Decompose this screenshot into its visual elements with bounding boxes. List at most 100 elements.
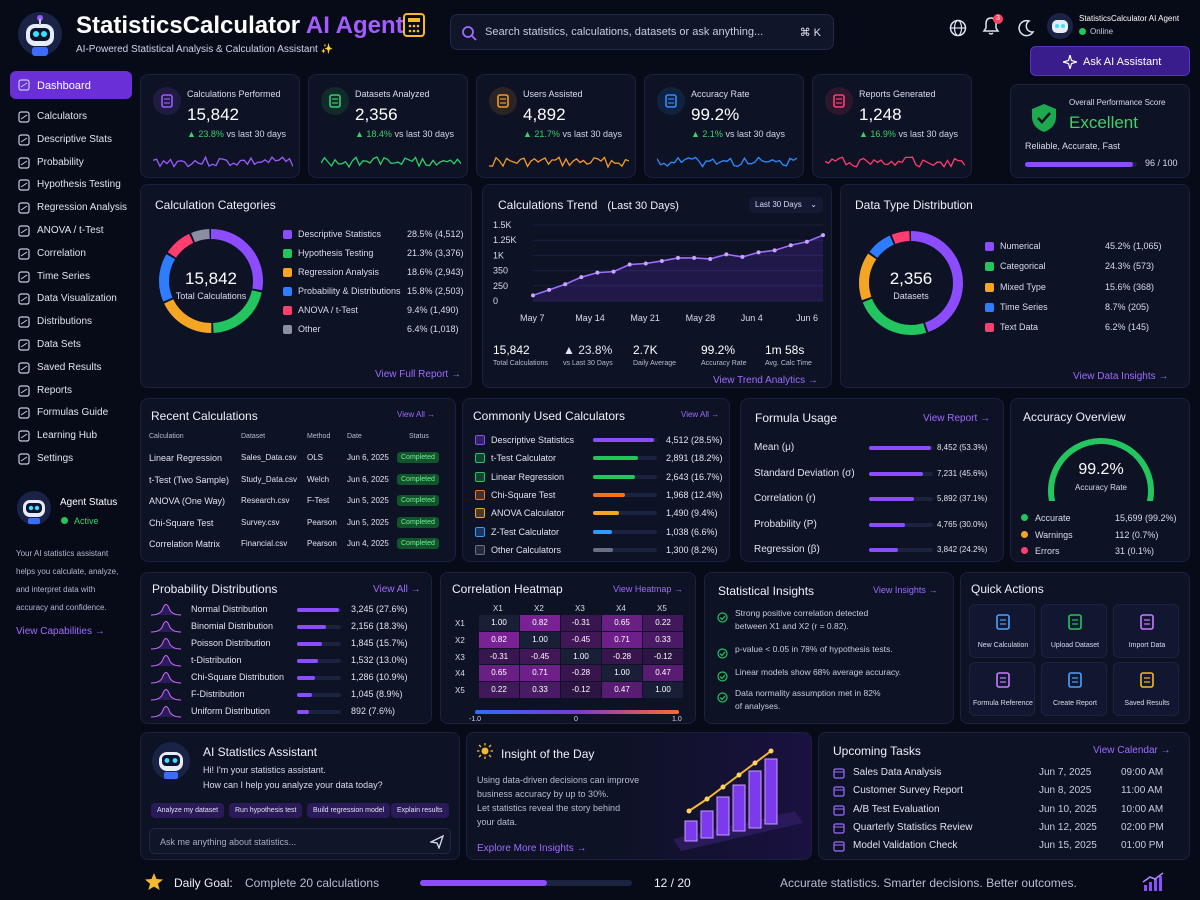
calculator-item[interactable]: Z-Test Calculator 1,038 (6.6%): [463, 526, 731, 542]
legend-value: 9.4% (1,490): [407, 305, 459, 315]
legend-swatch: [985, 323, 994, 333]
distribution-name: F-Distribution: [191, 689, 245, 699]
agent-robot-icon: [17, 491, 51, 525]
calendar-icon: [833, 768, 845, 779]
sidebar-item-dashboard[interactable]: Dashboard: [10, 71, 132, 99]
agent-desc-line: and interpret data with: [16, 585, 96, 594]
globe-icon[interactable]: [949, 19, 967, 37]
calculator-item[interactable]: Other Calculators 1,300 (8.2%): [463, 544, 731, 560]
sidebar-item-anova-t-test[interactable]: ANOVA / t-Test: [10, 220, 132, 242]
calculator-item[interactable]: t-Test Calculator 2,891 (18.2%): [463, 452, 731, 468]
task-item[interactable]: Model Validation Check Jun 15, 2025 01:00 …: [819, 839, 1191, 855]
view-trend-analytics-link[interactable]: View Trend Analytics →: [713, 375, 818, 386]
sidebar-item-time-series[interactable]: Time Series: [10, 266, 132, 288]
heatmap-view-link[interactable]: View Heatmap →: [613, 584, 683, 594]
performance-score: 96 / 100: [1145, 158, 1178, 168]
stat-change-suffix: vs last 30 days: [562, 129, 622, 139]
gear-icon: [18, 453, 30, 465]
table-row[interactable]: t-Test (Two Sample) Study_Data.csv Welch Ju…: [141, 473, 457, 492]
legend-value: 15.8% (2,503): [407, 286, 464, 296]
task-item[interactable]: A/B Test Evaluation Jun 10, 2025 10:00 AM: [819, 803, 1191, 819]
distributions-view-all-link[interactable]: View All →: [373, 584, 421, 595]
table-row[interactable]: Linear Regression Sales_Data.csv OLS Jun 6,…: [141, 452, 457, 470]
calculators-view-all-link[interactable]: View All →: [681, 410, 720, 419]
notification-button[interactable]: 3: [982, 14, 1003, 38]
assistant-chip[interactable]: Explain results: [391, 803, 449, 818]
insights-view-link[interactable]: View Insights →: [873, 585, 938, 595]
recent-view-all-link[interactable]: View All →: [397, 410, 436, 419]
view-capabilities-link[interactable]: View Capabilities →: [16, 626, 105, 637]
formula-view-report-link[interactable]: View Report →: [923, 413, 991, 424]
sidebar-item-data-visualization[interactable]: Data Visualization: [10, 288, 132, 310]
sidebar-item-formulas-guide[interactable]: Formulas Guide: [10, 402, 132, 424]
stat-value: 2,356: [355, 105, 398, 124]
task-item[interactable]: Quarterly Statistics Review Jun 12, 2025 0…: [819, 821, 1191, 837]
sidebar-item-regression-analysis[interactable]: Regression Analysis: [10, 197, 132, 219]
distribution-curve-icon: [151, 604, 181, 616]
formula-value: 3,842 (24.2%): [937, 545, 988, 554]
sidebar-item-probability[interactable]: Probability: [10, 152, 132, 174]
ask-ai-button[interactable]: Ask AI Assistant: [1030, 46, 1190, 76]
sidebar-item-correlation[interactable]: Correlation: [10, 243, 132, 265]
quick-action-create-report[interactable]: Create Report: [1041, 662, 1107, 716]
stat-change: ▲ 21.7% vs last 30 days: [523, 129, 622, 139]
calculator-item[interactable]: Descriptive Statistics 4,512 (28.5%): [463, 434, 731, 450]
view-data-insights-link[interactable]: View Data Insights →: [1073, 371, 1169, 382]
categories-total: 15,842: [185, 269, 237, 288]
quick-action-label: Saved Results: [1124, 700, 1170, 707]
assistant-chip[interactable]: Run hypothesis test: [229, 803, 303, 818]
table-header: Dataset: [241, 433, 266, 440]
sidebar-item-calculators[interactable]: Calculators: [10, 106, 132, 128]
trend-title: Calculations Trend (Last 30 Days): [498, 198, 679, 212]
explore-insights-link[interactable]: Explore More Insights →: [477, 843, 587, 854]
moon-icon[interactable]: [1017, 19, 1035, 37]
stat-icon-badge: [489, 87, 517, 115]
insight-line: your data.: [477, 817, 518, 827]
view-full-report-link[interactable]: View Full Report →: [375, 369, 461, 380]
heatmap-cell: 0.47: [602, 682, 642, 698]
donut-slice: [159, 229, 263, 333]
calculator-item[interactable]: Linear Regression 2,643 (16.7%): [463, 471, 731, 487]
calculator-item[interactable]: Chi-Square Test 1,968 (12.4%): [463, 489, 731, 505]
table-cell: Pearson: [307, 539, 337, 549]
distribution-curve-icon: [151, 655, 181, 667]
quick-action-formula-reference[interactable]: Formula Reference: [969, 662, 1035, 716]
bar-chart-illustration-icon: [673, 748, 803, 851]
table-row[interactable]: ANOVA (One Way) Research.csv F-Test Jun 5, …: [141, 495, 457, 513]
calculator-item[interactable]: ANOVA Calculator 1,490 (9.4%): [463, 507, 731, 523]
trend-title-text: Calculations Trend: [498, 198, 598, 212]
assistant-chip[interactable]: Analyze my dataset: [151, 803, 225, 818]
calendar-icon: [833, 786, 845, 797]
distribution-bar: [297, 608, 341, 612]
status-badge: Completed: [397, 516, 439, 528]
quick-action-saved-results[interactable]: Saved Results: [1113, 662, 1179, 716]
stat-card-accuracy-rate: Accuracy Rate 99.2% ▲ 2.1% vs last 30 days: [644, 74, 804, 178]
link-icon: [18, 248, 30, 260]
calculator-value: 4,512 (28.5%): [666, 435, 723, 445]
assistant-chip[interactable]: Build regression model: [307, 803, 391, 818]
task-item[interactable]: Customer Survey Report Jun 8, 2025 11:00 A…: [819, 784, 1191, 800]
notification-count: 3: [993, 14, 1003, 24]
table-row[interactable]: Chi-Square Test Survey.csv Pearson Jun 5, 2…: [141, 516, 457, 535]
calculator-bar: [593, 456, 657, 461]
trend-range-dropdown[interactable]: Last 30 Days ⌄: [749, 197, 823, 213]
quick-action-import-data[interactable]: Import Data: [1113, 604, 1179, 658]
sidebar-item-saved-results[interactable]: Saved Results: [10, 357, 132, 379]
sidebar-item-distributions[interactable]: Distributions: [10, 311, 132, 333]
quick-action-upload-dataset[interactable]: Upload Dataset: [1041, 604, 1107, 658]
assistant-input[interactable]: Ask me anything about statistics...: [149, 828, 451, 854]
send-icon[interactable]: [430, 835, 444, 849]
sidebar-item-reports[interactable]: Reports: [10, 380, 132, 402]
sidebar-item-settings[interactable]: Settings: [10, 448, 132, 470]
search-input[interactable]: Search statistics, calculations, dataset…: [485, 26, 764, 38]
quick-action-new-calculation[interactable]: New Calculation: [969, 604, 1035, 658]
view-calendar-link[interactable]: View Calendar →: [1093, 745, 1171, 756]
sidebar-item-descriptive-stats[interactable]: Descriptive Stats: [10, 129, 132, 151]
task-item[interactable]: Sales Data Analysis Jun 7, 2025 09:00 AM: [819, 766, 1191, 782]
sidebar-item-data-sets[interactable]: Data Sets: [10, 334, 132, 356]
search-bar[interactable]: Search statistics, calculations, dataset…: [450, 14, 834, 50]
sidebar-item-learning-hub[interactable]: Learning Hub: [10, 425, 132, 447]
table-row[interactable]: Correlation Matrix Financial.csv Pearson Ju…: [141, 538, 457, 556]
sidebar-item-hypothesis-testing[interactable]: Hypothesis Testing: [10, 174, 132, 196]
avatar[interactable]: [1046, 12, 1074, 40]
